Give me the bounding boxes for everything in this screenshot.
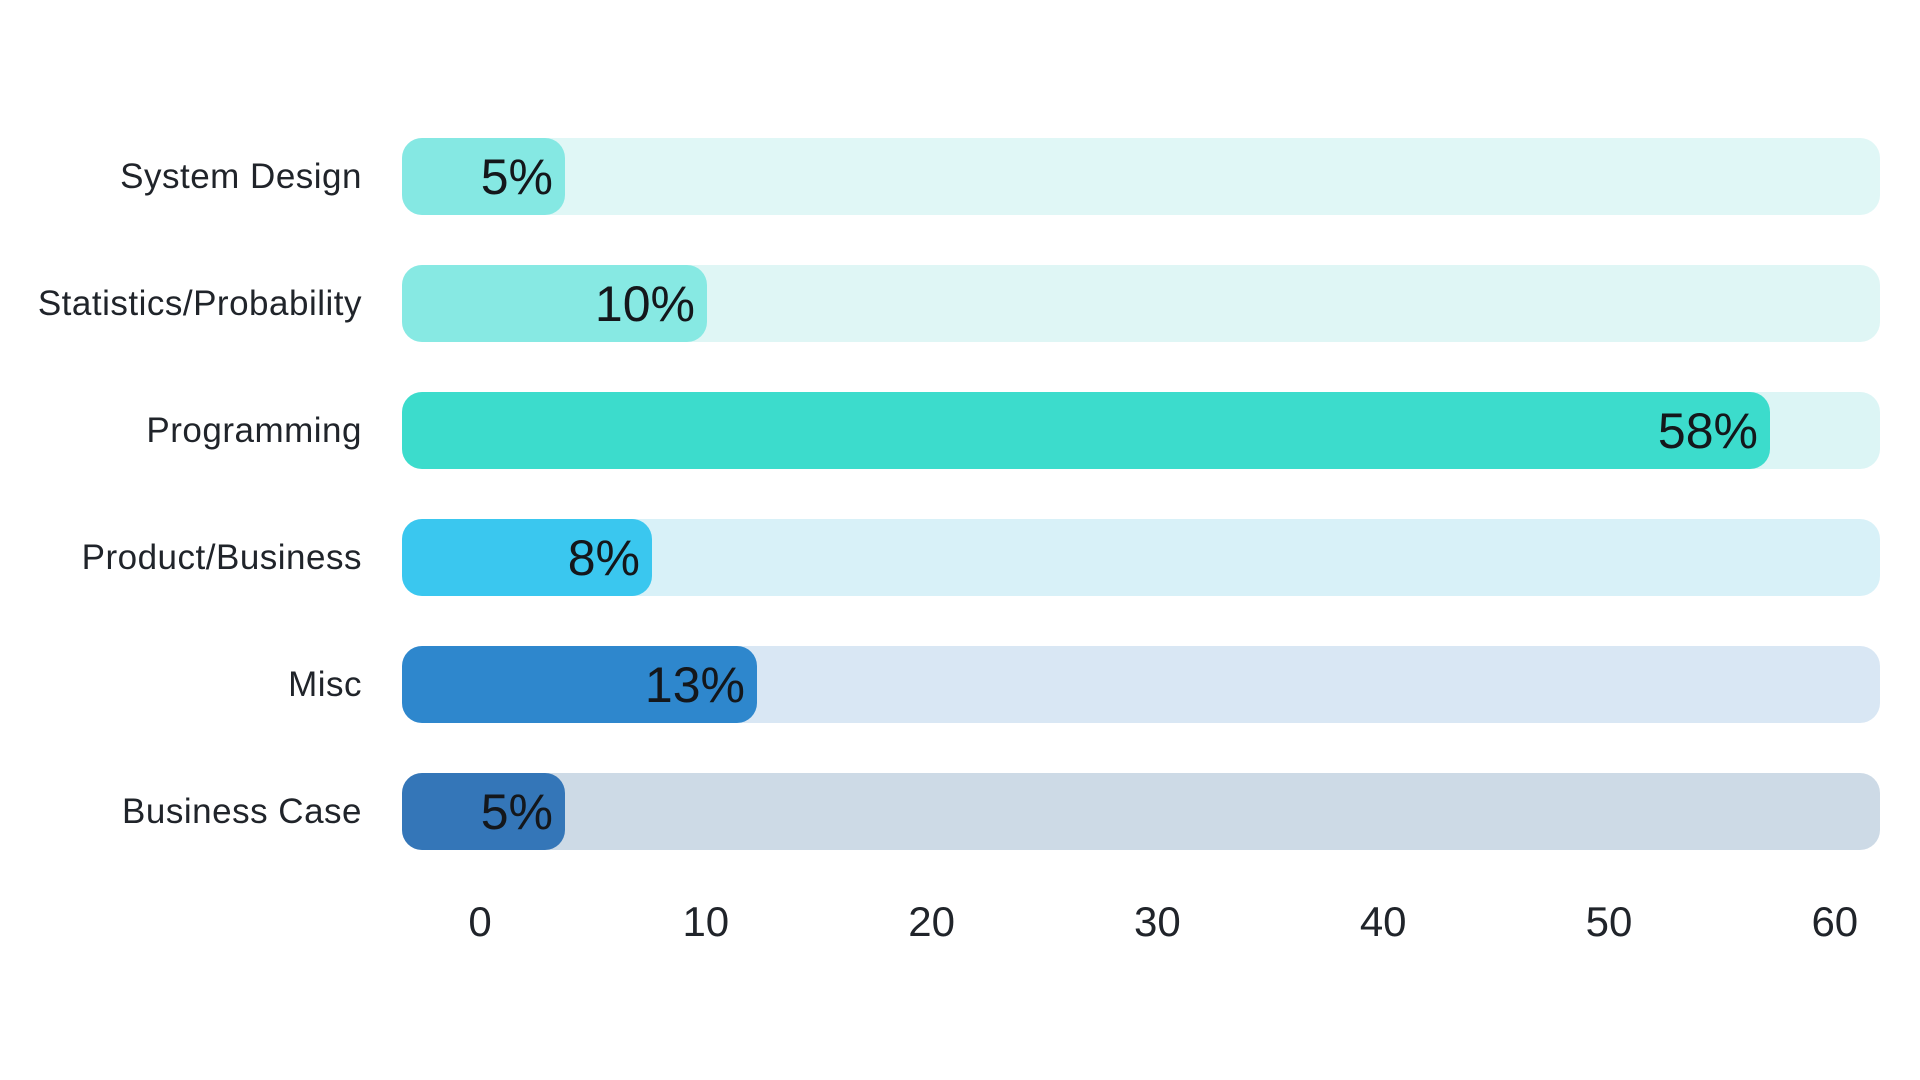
value-label: 5% — [480, 783, 553, 840]
bar-fill: 58% — [402, 392, 1770, 469]
x-axis-tick: 10 — [682, 898, 730, 945]
category-label: Business Case — [122, 792, 362, 831]
x-axis-tick: 30 — [1134, 898, 1181, 945]
bar-fill: 5% — [402, 773, 565, 850]
category-label: Product/Business — [81, 538, 362, 577]
value-label: 10% — [594, 275, 695, 332]
value-label: 5% — [480, 148, 553, 205]
bar-row: Misc 13% — [0, 646, 1920, 723]
bar-fill: 8% — [402, 519, 652, 596]
bar-row: Statistics/Probability 10% — [0, 265, 1920, 342]
category-label: System Design — [120, 157, 362, 196]
category-label: Programming — [146, 411, 362, 450]
x-axis-tick: 20 — [908, 898, 955, 945]
value-label: 13% — [644, 656, 745, 713]
bar-row: Business Case 5% — [0, 773, 1920, 850]
bar-fill: 10% — [402, 265, 707, 342]
x-axis-tick: 0 — [468, 898, 492, 945]
bar-row: Programming 58% — [0, 392, 1920, 469]
category-label: Statistics/Probability — [37, 284, 362, 323]
x-axis-tick: 60 — [1811, 898, 1859, 945]
bar-track — [402, 773, 1880, 850]
bar-row: Product/Business 8% — [0, 519, 1920, 596]
category-label: Misc — [288, 665, 362, 704]
x-axis: 0 10 20 30 40 50 60 — [0, 898, 1920, 958]
bar-track — [402, 138, 1880, 215]
value-label: 8% — [567, 529, 640, 586]
bar-fill: 5% — [402, 138, 565, 215]
x-axis-tick: 40 — [1359, 898, 1407, 945]
bar-row: System Design 5% — [0, 138, 1920, 215]
value-label: 58% — [1657, 402, 1758, 459]
x-axis-tick: 50 — [1585, 898, 1633, 945]
bar-fill: 13% — [402, 646, 757, 723]
